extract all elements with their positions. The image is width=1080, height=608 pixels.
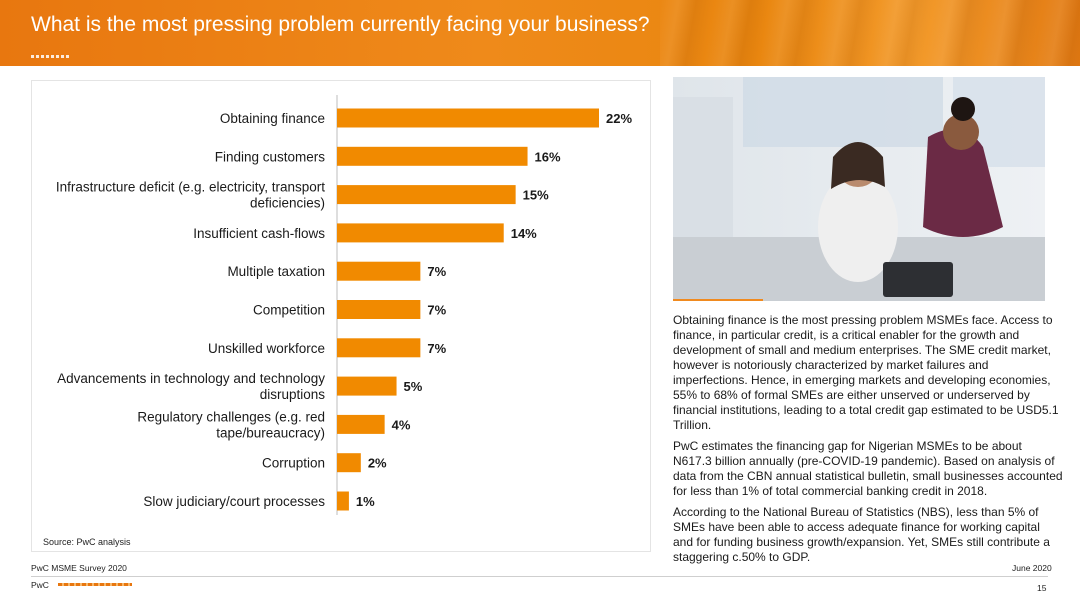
- header-decoration: [31, 55, 69, 58]
- slide-header: What is the most pressing problem curren…: [0, 0, 1080, 66]
- bar-3: [337, 223, 504, 243]
- data-label-8: 4%: [392, 417, 411, 432]
- category-label-line: Slow judiciary/court processes: [143, 494, 325, 509]
- category-label-2: Infrastructure deficit (e.g. electricity…: [56, 180, 325, 211]
- photo-illustration: [673, 77, 1045, 301]
- category-label-0: Obtaining finance: [220, 111, 325, 126]
- data-label-5: 7%: [427, 303, 446, 318]
- data-label-2: 15%: [523, 188, 549, 203]
- bar-9: [337, 453, 361, 473]
- survey-name: PwC MSME Survey 2020: [31, 563, 127, 573]
- slide-title: What is the most pressing problem curren…: [31, 13, 650, 36]
- bar-4: [337, 261, 421, 281]
- bar-0: [337, 108, 599, 128]
- data-label-7: 5%: [404, 379, 423, 394]
- chart-source: Source: PwC analysis: [43, 537, 131, 547]
- data-label-4: 7%: [427, 264, 446, 279]
- page-number: 15: [1037, 583, 1047, 593]
- office-photo: [673, 77, 1045, 301]
- category-label-6: Unskilled workforce: [208, 341, 325, 356]
- data-label-3: 14%: [511, 226, 537, 241]
- bar-chart-panel: 22% Obtaining finance 16% Finding customers…: [31, 80, 651, 552]
- footer-date: June 2020: [1012, 563, 1052, 573]
- category-label-line: Regulatory challenges (e.g. red: [137, 409, 325, 424]
- bar-6: [337, 338, 421, 358]
- bar-chart: 22% Obtaining finance 16% Finding customers…: [56, 95, 632, 515]
- data-label-6: 7%: [427, 341, 446, 356]
- category-label-5: Competition: [253, 303, 325, 318]
- brand-name: PwC: [31, 580, 49, 590]
- description-paragraph-3: According to the National Bureau of Stat…: [673, 505, 1050, 564]
- data-label-1: 16%: [535, 149, 561, 164]
- bar-1: [337, 146, 528, 166]
- bar-5: [337, 300, 421, 319]
- bar-8: [337, 414, 385, 434]
- bar-10: [337, 491, 349, 511]
- category-label-line: Multiple taxation: [227, 264, 325, 279]
- category-label-line: Infrastructure deficit (e.g. electricity…: [56, 180, 325, 195]
- footer-divider: [31, 576, 1048, 577]
- category-label-3: Insufficient cash-flows: [193, 226, 325, 241]
- category-label-line: deficiencies): [250, 196, 325, 211]
- category-label-7: Advancements in technology and technolog…: [57, 371, 325, 402]
- category-label-line: Unskilled workforce: [208, 341, 325, 356]
- header-texture: [660, 0, 1080, 66]
- description-paragraph-2: PwC estimates the financing gap for Nige…: [673, 439, 1063, 498]
- data-label-0: 22%: [606, 111, 632, 126]
- category-label-9: Corruption: [262, 456, 325, 471]
- category-label-10: Slow judiciary/court processes: [143, 494, 325, 509]
- category-label-line: tape/bureaucracy): [216, 425, 325, 440]
- data-label-10: 1%: [356, 494, 375, 509]
- bar-2: [337, 185, 516, 205]
- brand-logo-strip: [58, 583, 132, 586]
- bar-7: [337, 376, 397, 396]
- category-label-line: Corruption: [262, 456, 325, 471]
- category-label-line: Finding customers: [215, 149, 326, 164]
- category-label-line: Competition: [253, 303, 325, 318]
- description-text: Obtaining finance is the most pressing p…: [673, 313, 1063, 571]
- category-label-line: Obtaining finance: [220, 111, 325, 126]
- data-label-9: 2%: [368, 456, 387, 471]
- category-label-line: Insufficient cash-flows: [193, 226, 325, 241]
- category-label-line: disruptions: [260, 387, 326, 402]
- category-label-8: Regulatory challenges (e.g. red tape/bure…: [137, 409, 325, 440]
- category-label-4: Multiple taxation: [227, 264, 325, 279]
- description-paragraph-1: Obtaining finance is the most pressing p…: [673, 313, 1059, 432]
- category-label-line: Advancements in technology and technolog…: [57, 371, 325, 386]
- category-label-1: Finding customers: [215, 149, 326, 164]
